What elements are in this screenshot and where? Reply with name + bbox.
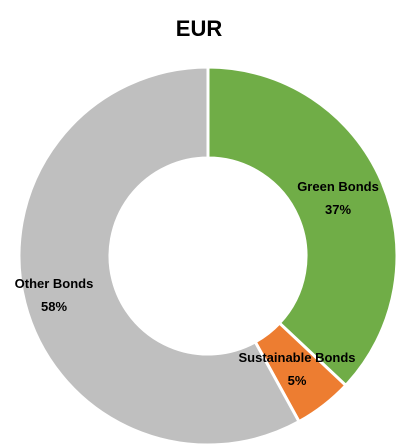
slice-label-value: 5% (288, 373, 307, 388)
slice-label-value: 37% (325, 202, 351, 217)
slice-label-name: Green Bonds (297, 179, 379, 194)
slice-green-bonds (206, 65, 398, 388)
slice-label-name: Sustainable Bonds (238, 350, 355, 365)
slice-other-bonds (17, 65, 302, 447)
slice-label-value: 58% (41, 299, 67, 314)
chart-title: EUR (175, 16, 223, 41)
slice-label-name: Other Bonds (15, 276, 94, 291)
